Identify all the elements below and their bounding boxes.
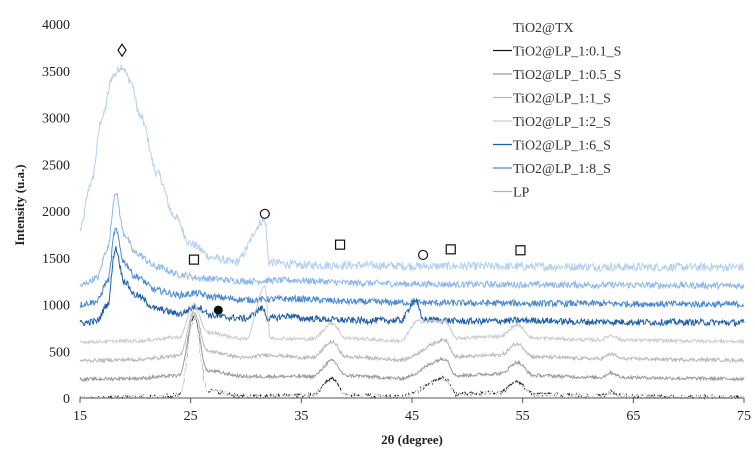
series-line-9 xyxy=(79,64,745,273)
y-tick-label: 3000 xyxy=(42,112,70,127)
x-tick-label: 75 xyxy=(737,409,751,424)
phase-markers xyxy=(117,43,526,315)
x-tick-label: 15 xyxy=(73,409,87,424)
y-tick-label: 2000 xyxy=(42,205,70,220)
series-line-7 xyxy=(79,227,745,309)
circle-marker xyxy=(259,208,270,219)
legend-label: LP xyxy=(513,186,530,201)
series-line-4 xyxy=(79,310,745,364)
legend-label: TiO2@LP_1:6_S xyxy=(513,139,611,154)
filled-circle-marker xyxy=(213,305,223,315)
series-line-8 xyxy=(79,192,745,291)
series-line-1 xyxy=(80,317,745,400)
y-tick-label: 500 xyxy=(49,345,70,360)
x-tick-label: 35 xyxy=(294,409,308,424)
legend-label: TiO2@TX xyxy=(513,21,574,36)
legend-label: TiO2@LP_1:2_S xyxy=(513,115,611,130)
square-marker xyxy=(515,245,526,256)
y-tick-label: 4000 xyxy=(42,18,70,33)
x-tick-label: 65 xyxy=(626,409,640,424)
y-tick-label: 3500 xyxy=(42,65,70,80)
legend-label: TiO2@LP_1:8_S xyxy=(513,162,611,177)
y-tick-label: 1000 xyxy=(42,299,70,314)
x-tick-label: 45 xyxy=(405,409,419,424)
square-marker xyxy=(445,244,456,255)
y-axis-title: Intensity (u.a.) xyxy=(12,164,27,245)
y-tick-label: 2500 xyxy=(42,158,70,173)
series-line-6 xyxy=(79,246,745,327)
square-marker xyxy=(334,239,346,250)
axes: 15 25 35 45 55 65 75 0 500 1000 1500 2000 2500 3000 35… xyxy=(42,18,751,424)
legend-label: TiO2@LP_1:0.1_S xyxy=(513,45,621,60)
series-line-3 xyxy=(79,314,745,383)
y-tick-label: 0 xyxy=(63,392,70,407)
series-line-5 xyxy=(79,284,745,345)
x-axis-title: 2θ (degree) xyxy=(381,432,443,447)
y-tick-label: 1500 xyxy=(42,252,70,267)
square-marker xyxy=(188,254,200,265)
legend-label: TiO2@LP_1:1_S xyxy=(513,92,611,107)
legend: TiO2@TX TiO2@LP_1:0.1_S TiO2@LP_1:0.5_S TiO… xyxy=(493,21,621,201)
x-tick-label: 25 xyxy=(184,409,198,424)
legend-label: TiO2@LP_1:0.5_S xyxy=(513,68,621,83)
x-tick-label: 55 xyxy=(516,409,530,424)
circle-marker xyxy=(417,249,429,261)
diamond-marker xyxy=(117,43,127,58)
plot-area xyxy=(79,64,745,400)
